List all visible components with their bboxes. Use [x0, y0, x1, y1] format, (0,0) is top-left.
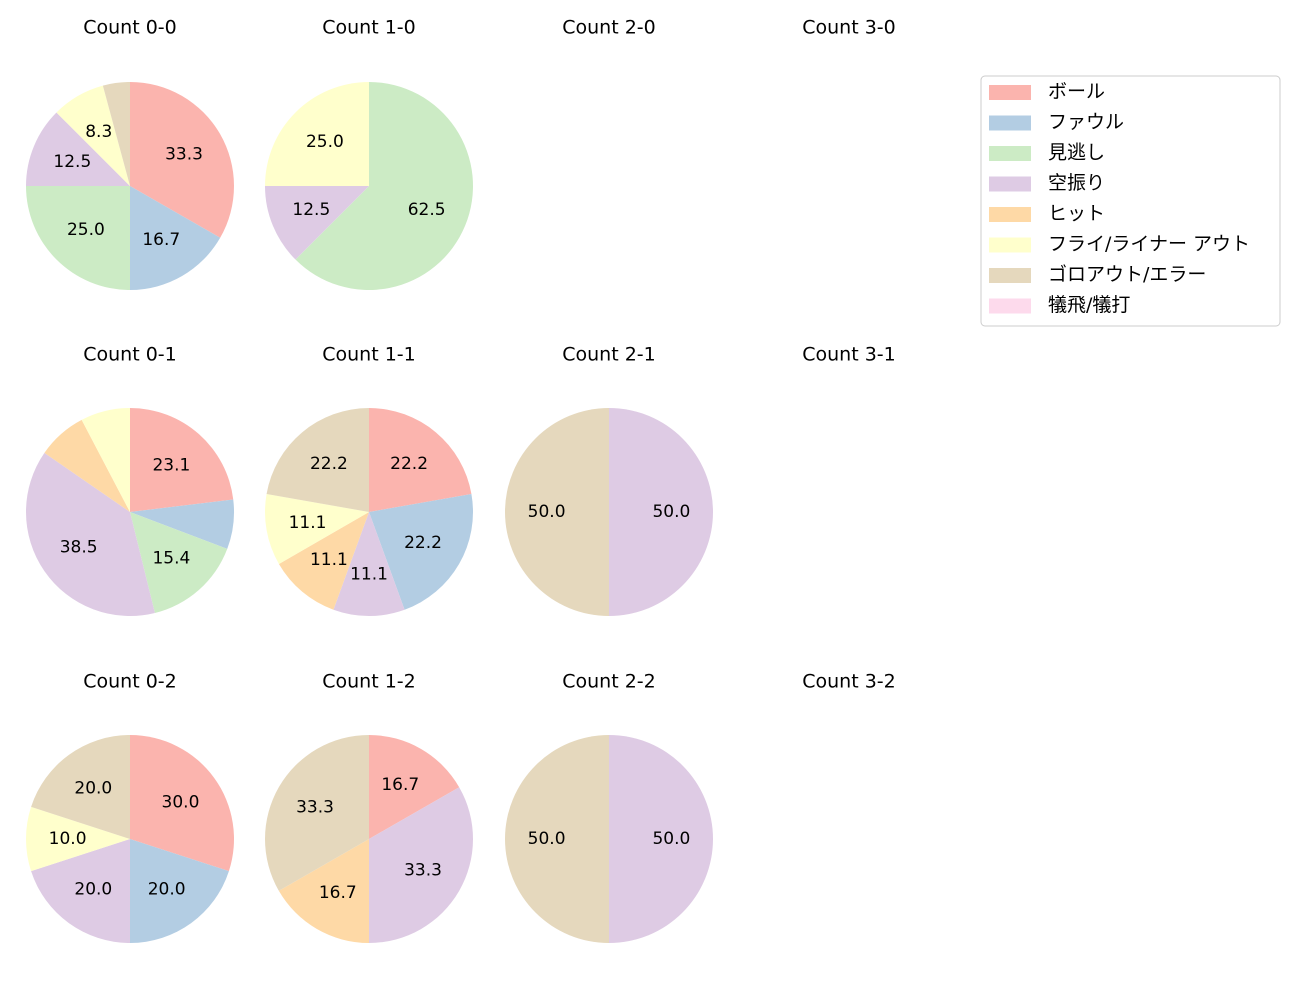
- chart-title: Count 1-2: [322, 671, 416, 693]
- pie-slice: [265, 186, 369, 260]
- pie-slice: [333, 512, 405, 616]
- value-label: 16.7: [381, 775, 419, 795]
- value-label: 22.2: [404, 533, 442, 553]
- value-label: 50.0: [528, 829, 566, 849]
- value-label: 22.2: [390, 454, 428, 474]
- pie-slice: [130, 839, 229, 943]
- pie-slice: [26, 806, 131, 872]
- legend-swatch: [989, 207, 1031, 222]
- value-label: 30.0: [162, 792, 200, 812]
- legend-label: ファウル: [1048, 111, 1124, 133]
- pie-slice: [266, 408, 369, 512]
- value-label: 33.3: [296, 798, 334, 818]
- pie-slice: [278, 512, 369, 610]
- legend-label: フライ/ライナー アウト: [1048, 233, 1250, 255]
- legend-label: ヒット: [1048, 203, 1105, 225]
- legend-label: 見逃し: [1048, 142, 1105, 164]
- value-label: 23.1: [152, 455, 190, 475]
- chart-title: Count 3-0: [802, 17, 896, 39]
- value-label: 16.7: [142, 230, 180, 250]
- value-label: 10.0: [49, 829, 87, 849]
- legend-swatch: [989, 237, 1031, 253]
- chart-title: Count 3-1: [802, 344, 896, 366]
- chart-title: Count 2-0: [562, 17, 656, 39]
- pie-slice: [130, 512, 228, 613]
- legend-label: ゴロアウト/エラー: [1048, 264, 1206, 286]
- value-label: 33.3: [165, 145, 203, 165]
- pie-slice: [130, 408, 234, 512]
- pie-slice: [81, 408, 130, 512]
- value-label: 16.7: [319, 883, 357, 903]
- value-label: 50.0: [528, 502, 566, 522]
- legend-swatch: [989, 268, 1031, 283]
- chart-title: Count 3-2: [802, 671, 896, 693]
- pie-slice: [102, 82, 130, 186]
- chart-title: Count 0-0: [83, 17, 177, 39]
- pie-slice: [31, 839, 131, 943]
- pie-slice: [295, 82, 474, 291]
- value-label: 62.5: [408, 200, 446, 220]
- value-label: 20.0: [148, 879, 186, 899]
- pie-slice: [265, 82, 369, 186]
- value-label: 12.5: [53, 152, 91, 172]
- chart-title: Count 2-2: [562, 671, 656, 693]
- pie-slice: [26, 186, 130, 290]
- value-label: 20.0: [74, 879, 112, 899]
- legend-label: 犠飛/犠打: [1048, 294, 1130, 316]
- value-label: 38.5: [60, 537, 98, 557]
- pie-slice: [369, 493, 474, 610]
- pie-slice: [264, 735, 369, 891]
- legend-label: 空振り: [1048, 172, 1105, 194]
- value-label: 25.0: [67, 220, 105, 240]
- value-label: 15.4: [152, 549, 190, 569]
- pie-slice: [369, 787, 474, 944]
- pie-slice: [278, 839, 369, 944]
- pie-slice: [505, 735, 609, 943]
- pie-slice: [609, 408, 713, 616]
- pie-slice: [265, 493, 369, 564]
- legend-swatch: [989, 298, 1031, 314]
- pie-slice: [25, 452, 155, 616]
- value-label: 33.3: [404, 860, 442, 880]
- pie-slice: [505, 408, 609, 616]
- legend-box: [980, 75, 1281, 327]
- pie-slice: [369, 408, 472, 512]
- pie-slice: [44, 419, 130, 512]
- chart-title: Count 1-1: [322, 344, 416, 366]
- pie-slice: [609, 735, 713, 943]
- value-label: 11.1: [350, 564, 388, 584]
- chart-title: Count 2-1: [562, 344, 656, 366]
- chart-title: Count 0-1: [83, 344, 177, 366]
- legend-swatch: [989, 146, 1031, 161]
- value-label: 50.0: [652, 502, 690, 522]
- pie-slice: [31, 735, 131, 839]
- value-label: 8.3: [85, 122, 112, 142]
- legend-label: ボール: [1048, 81, 1105, 103]
- value-label: 50.0: [652, 829, 690, 849]
- pie-slice: [130, 499, 234, 549]
- legend-swatch: [989, 115, 1031, 131]
- pie-slice: [26, 112, 130, 186]
- pie-slice: [369, 735, 460, 839]
- value-label: 11.1: [289, 513, 327, 533]
- pie-slice: [130, 735, 234, 872]
- value-label: 11.1: [310, 550, 348, 570]
- value-label: 25.0: [306, 132, 344, 152]
- chart-title: Count 0-2: [83, 671, 177, 693]
- legend-swatch: [989, 176, 1031, 192]
- pie-slice: [56, 85, 131, 186]
- pie-slice: [130, 82, 234, 238]
- value-label: 20.0: [74, 779, 112, 799]
- chart-title: Count 1-0: [322, 17, 416, 39]
- value-label: 12.5: [292, 200, 330, 220]
- legend-swatch: [989, 85, 1031, 100]
- pie-slice: [130, 186, 221, 290]
- value-label: 22.2: [310, 454, 348, 474]
